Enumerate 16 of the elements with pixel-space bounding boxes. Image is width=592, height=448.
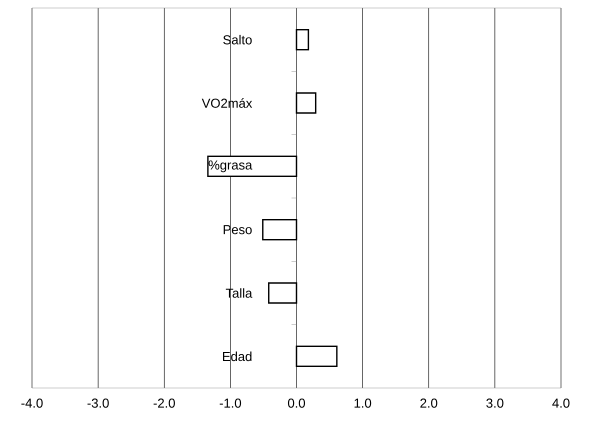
x-tick-label: 2.0	[420, 398, 438, 408]
x-tick-label: -1.0	[220, 398, 242, 408]
x-tick-label: -2.0	[154, 398, 175, 408]
bar	[207, 156, 298, 178]
bar	[296, 346, 338, 368]
y-tick-label: %grasa	[208, 160, 252, 172]
bar	[296, 92, 316, 114]
bar	[268, 282, 298, 304]
x-tick-label: 0.0	[288, 398, 306, 408]
x-tick-label: -3.0	[88, 398, 109, 408]
x-tick-label: 1.0	[354, 398, 372, 408]
bar	[296, 28, 310, 50]
x-tick-label: -4.0	[21, 398, 43, 408]
x-tick-label: 3.0	[486, 398, 504, 408]
bar	[262, 218, 298, 240]
x-tick-label: 4.0	[552, 398, 570, 408]
